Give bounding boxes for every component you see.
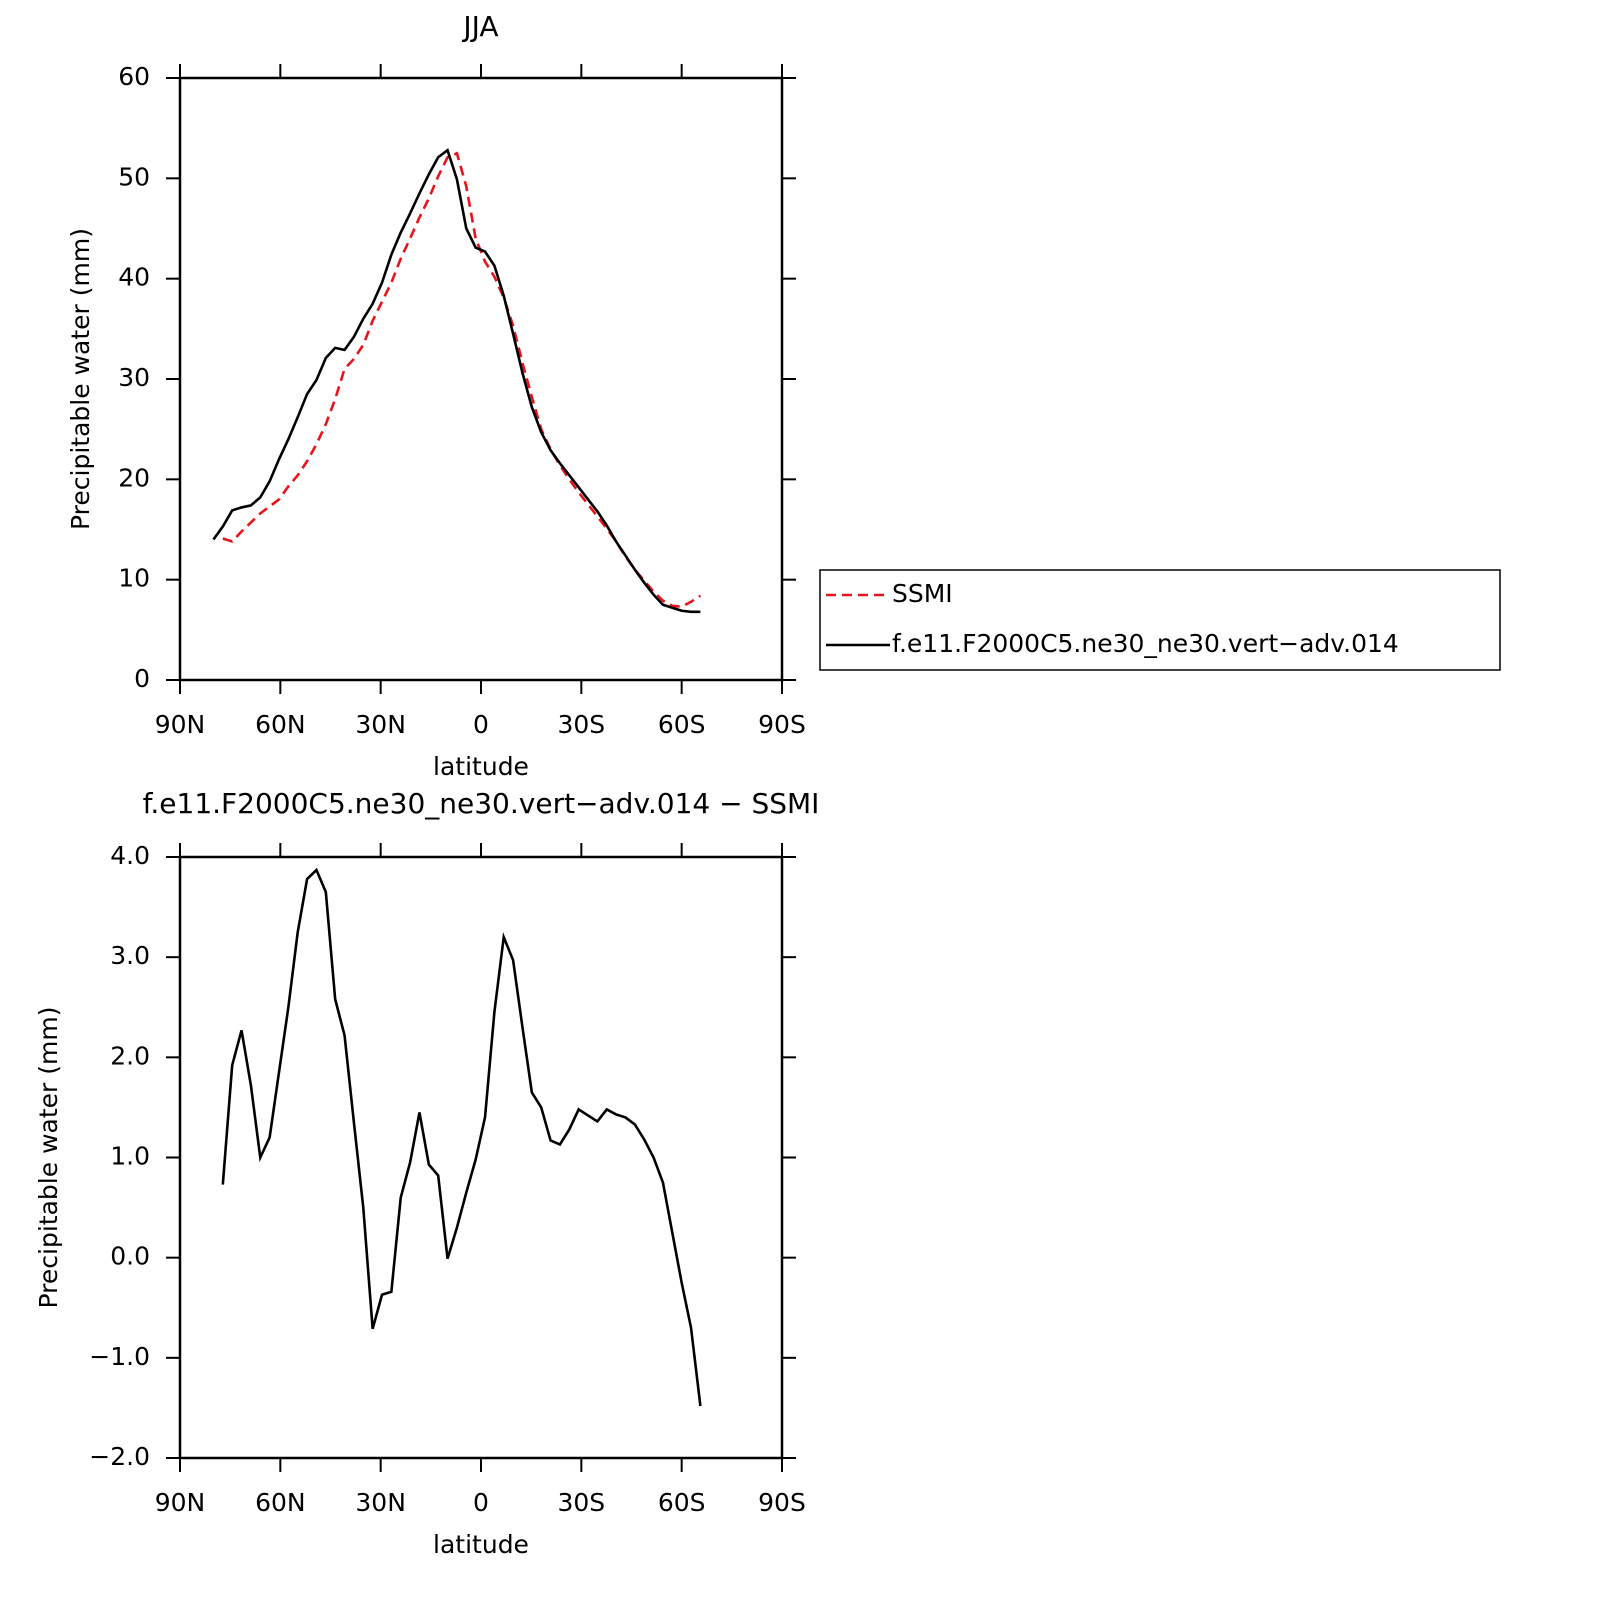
legend-label: f.e11.F2000C5.ne30_ne30.vert−adv.014 (892, 629, 1399, 658)
x-tick-label: 90N (155, 710, 206, 739)
x-tick-label: 90S (758, 1488, 806, 1517)
legend-label: SSMI (892, 579, 953, 608)
x-tick-label: 90S (758, 710, 806, 739)
y-tick-label: 60 (118, 62, 150, 91)
x-tick-label: 60S (658, 710, 706, 739)
y-tick-label: 4.0 (110, 841, 150, 870)
x-tick-label: 30N (355, 710, 406, 739)
legend-box (819, 569, 1501, 671)
y-tick-label: 50 (118, 162, 150, 191)
y-tick-label: 2.0 (110, 1041, 150, 1070)
y-tick-label: 10 (118, 564, 150, 593)
x-tick-label: 30N (355, 1488, 406, 1517)
x-tick-label: 30S (557, 710, 605, 739)
y-tick-label: 0 (134, 664, 150, 693)
plot-frame (178, 855, 784, 1460)
y-tick-label: 3.0 (110, 941, 150, 970)
x-axis-label: latitude (433, 1530, 529, 1559)
y-tick-label: 1.0 (110, 1142, 150, 1171)
y-tick-label: −1.0 (89, 1342, 150, 1371)
x-tick-label: 60N (255, 1488, 306, 1517)
chart-title: JJA (461, 10, 498, 43)
x-tick-label: 0 (473, 710, 489, 739)
x-axis-label: latitude (433, 752, 529, 781)
x-tick-label: 30S (557, 1488, 605, 1517)
plot-frame (178, 76, 784, 682)
y-axis-label: Precipitable water (mm) (34, 1007, 63, 1309)
x-tick-label: 60N (255, 710, 306, 739)
data-line (212, 148, 701, 614)
y-tick-label: −2.0 (89, 1442, 150, 1471)
x-tick-label: 0 (473, 1488, 489, 1517)
data-line (222, 151, 702, 609)
x-tick-label: 60S (658, 1488, 706, 1517)
y-tick-label: 0.0 (110, 1242, 150, 1271)
y-axis-label: Precipitable water (mm) (66, 228, 95, 530)
y-tick-label: 20 (118, 463, 150, 492)
y-tick-label: 40 (118, 263, 150, 292)
y-tick-label: 30 (118, 363, 150, 392)
x-tick-label: 90N (155, 1488, 206, 1517)
data-line (221, 867, 702, 1407)
chart-title: f.e11.F2000C5.ne30_ne30.vert−adv.014 − S… (143, 787, 820, 820)
